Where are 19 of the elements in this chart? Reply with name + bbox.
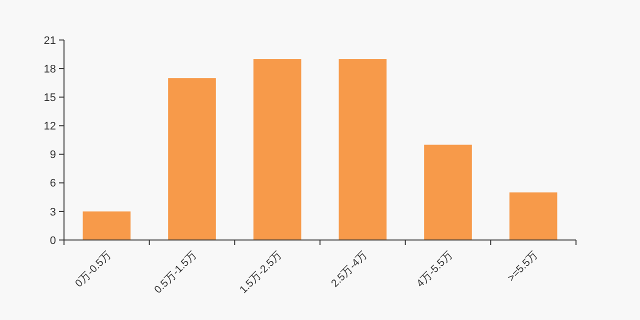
bar <box>424 144 472 240</box>
y-tick-label: 15 <box>44 92 56 104</box>
x-tick-label: 4万-5.5万 <box>414 248 456 290</box>
bar <box>253 59 302 240</box>
x-tick-label: 1.5万-2.5万 <box>237 248 285 296</box>
x-tick-label: 0万-0.5万 <box>73 248 114 290</box>
y-tick-label: 21 <box>44 34 56 47</box>
y-tick-label: 12 <box>44 120 56 133</box>
bar <box>168 78 216 240</box>
bar <box>82 211 131 240</box>
bar <box>338 59 387 240</box>
x-tick-label: 0.5万-1.5万 <box>152 248 200 296</box>
y-tick-label: 18 <box>44 63 56 76</box>
y-tick-label: 9 <box>50 149 56 162</box>
y-tick-label: 6 <box>50 178 56 190</box>
y-tick-label: 0 <box>50 234 56 247</box>
x-tick-label: 2.5万-4万 <box>329 248 370 290</box>
bar <box>509 192 558 240</box>
y-tick-label: 3 <box>50 206 56 218</box>
